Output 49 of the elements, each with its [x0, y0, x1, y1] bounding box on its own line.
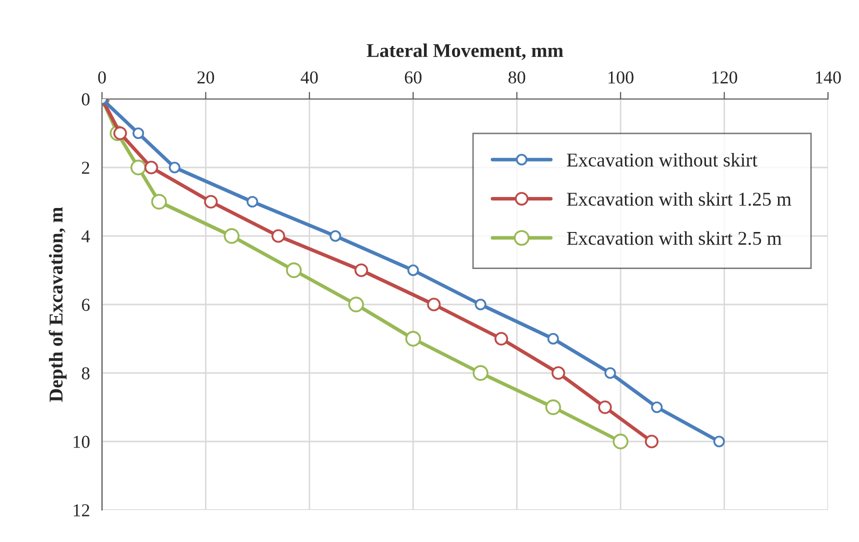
point: [494, 332, 508, 346]
x-tick-label: 140: [816, 71, 841, 84]
legend-label: Excavation with skirt 1.25 m: [566, 192, 792, 206]
y-tick-label: 10: [74, 436, 90, 448]
legend-label: Excavation with skirt 2.5 m: [566, 231, 782, 245]
point: [612, 434, 628, 450]
point: [272, 229, 286, 243]
point: [604, 367, 616, 379]
legend-label: Excavation without skirt: [566, 152, 758, 167]
point: [130, 160, 146, 176]
point: [204, 194, 218, 209]
point: [472, 365, 488, 381]
x-tick-label: 0: [98, 71, 106, 84]
x-tick-label: 60: [404, 71, 422, 84]
x-tick-label: 120: [712, 71, 738, 84]
point: [348, 296, 364, 312]
y-tick-label: 4: [82, 230, 90, 242]
point: [144, 160, 158, 174]
y-tick-label: 6: [82, 298, 90, 311]
point: [651, 401, 663, 414]
point: [330, 230, 342, 242]
y-tick-label: 8: [82, 367, 90, 380]
point: [168, 162, 180, 174]
point: [407, 264, 419, 276]
point: [552, 366, 566, 380]
y-axis-title: Depth of Excavation, m: [48, 207, 67, 402]
x-tick-label: 100: [608, 71, 634, 84]
point: [545, 399, 562, 416]
x-tick-label: 80: [508, 71, 526, 84]
point: [224, 228, 240, 244]
point: [405, 330, 421, 347]
y-tick-label: 2: [82, 162, 90, 174]
point: [644, 434, 658, 448]
point: [427, 298, 441, 312]
point: [474, 298, 486, 310]
point: [354, 263, 368, 278]
point: [286, 262, 302, 278]
y-tick-label: 12: [74, 504, 90, 516]
point: [598, 400, 612, 414]
point: [113, 126, 127, 140]
point: [547, 332, 559, 345]
point: [151, 194, 167, 210]
point: [713, 436, 725, 448]
y-tick-label: 0: [82, 93, 90, 106]
x-axis-title: Lateral Movement, mm: [366, 43, 564, 60]
x-tick-label: 20: [197, 71, 214, 84]
point: [132, 127, 144, 140]
point: [246, 196, 258, 208]
x-tick-label: 40: [300, 71, 318, 84]
